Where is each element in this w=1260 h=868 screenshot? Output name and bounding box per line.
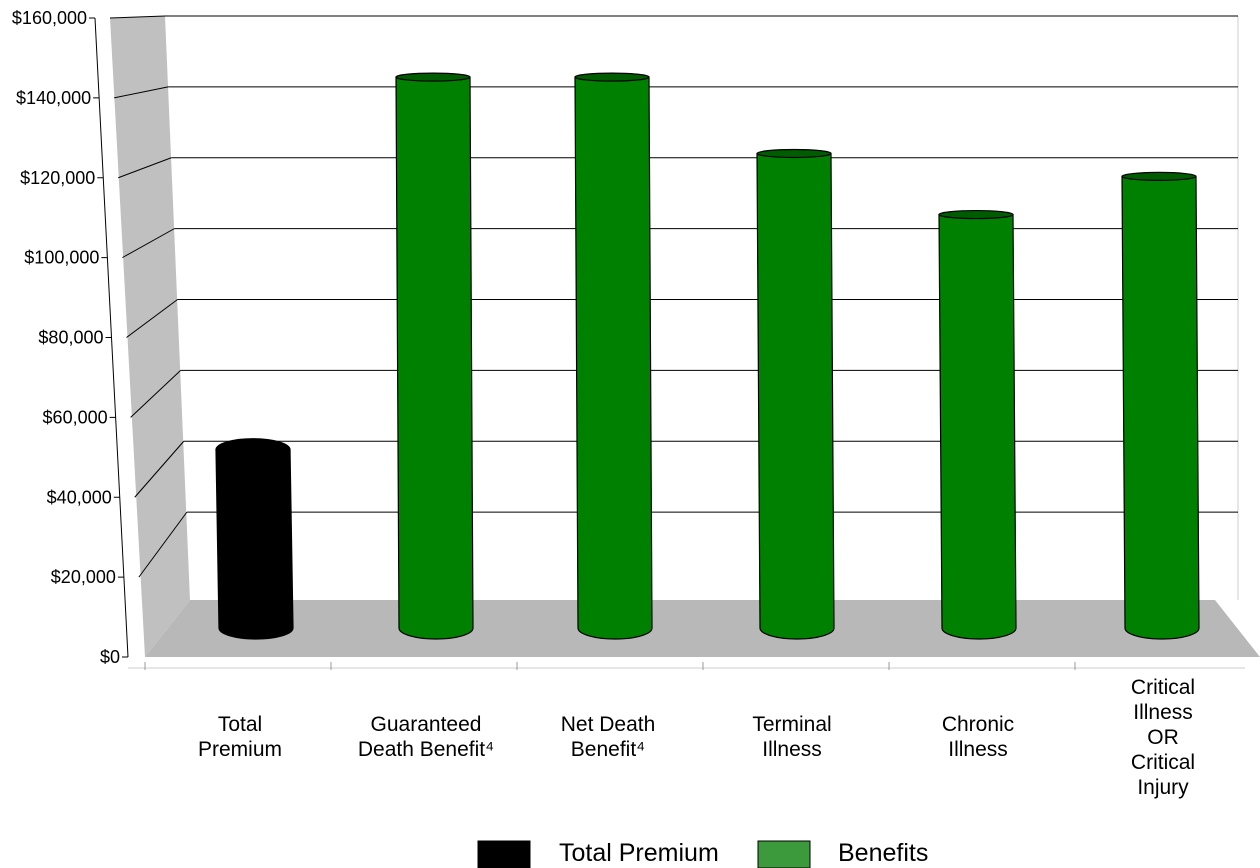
bar-body — [756, 152, 835, 640]
x-tick-label: Guaranteed Death Benefit⁴ — [358, 713, 494, 761]
x-tick-label-line: Critical — [1131, 676, 1195, 699]
floor — [145, 600, 1260, 657]
x-tick-label: Total Premium — [198, 713, 282, 761]
x-tick-label-line: Illness — [762, 738, 822, 761]
x-tick-label-line: Net Death — [561, 713, 656, 736]
y-tick-label: $100,000 — [24, 248, 99, 268]
legend: Total Premium Benefits — [477, 839, 928, 868]
x-tick-label: Net Death Benefit⁴ — [561, 713, 656, 761]
legend-swatch — [757, 840, 811, 868]
bar-body — [395, 76, 474, 640]
x-axis: Total Premium Guaranteed Death Benefit⁴ Net … — [128, 662, 1245, 799]
bar-top — [938, 209, 1014, 220]
bar — [938, 209, 1017, 640]
legend-swatch — [477, 840, 531, 868]
bar-top — [756, 148, 832, 159]
gridline-diag — [138, 511, 188, 578]
left-wall — [110, 16, 190, 657]
x-tick-label: Chronic Illness — [942, 713, 1014, 761]
x-tick-label-line: Premium — [198, 738, 282, 761]
gridline-diag — [122, 228, 175, 259]
x-tick-label: Critical Illness OR Critical Injury — [1131, 676, 1195, 799]
bar-top — [574, 72, 650, 82]
y-tick-label: $120,000 — [20, 168, 95, 188]
x-tick-label-line: Terminal — [752, 713, 831, 736]
y-tick-label: $80,000 — [38, 328, 103, 348]
bar-body — [574, 76, 653, 640]
x-tick-label-line: Critical — [1131, 751, 1195, 774]
y-tick-label: $20,000 — [51, 567, 116, 587]
x-tick-label-line: Death Benefit⁴ — [358, 738, 494, 761]
legend-label: Total Premium — [559, 839, 719, 867]
x-tick-label-line: Illness — [948, 738, 1008, 761]
x-tick-label-line: Total — [218, 713, 262, 736]
x-tick-label-line: OR — [1147, 726, 1179, 749]
bar-body — [215, 449, 294, 640]
bar — [395, 72, 474, 640]
y-tick-label: $0 — [100, 647, 120, 667]
bar — [574, 72, 653, 640]
gridline-diag — [118, 157, 172, 179]
y-tick-label: $60,000 — [43, 407, 108, 427]
x-tick-label-line: Benefit⁴ — [571, 738, 645, 761]
gridline-diag — [114, 86, 169, 99]
gridline-diag — [134, 440, 185, 498]
bar-top — [1121, 171, 1197, 181]
gridlines — [109, 15, 1238, 578]
gridline-diag — [130, 370, 181, 418]
x-tick-label-line: Guaranteed — [371, 713, 482, 736]
y-tick-label: $40,000 — [47, 487, 112, 507]
y-axis: $0 $20,000 $40,000 $60,000 $80,000 $100,000 $1… — [12, 8, 129, 667]
bars — [215, 72, 1200, 640]
x-tick-label-line: Illness — [1133, 701, 1193, 724]
y-tick-label: $140,000 — [16, 88, 91, 108]
gridline-diag — [109, 15, 166, 19]
bar-body — [938, 213, 1017, 640]
x-tick-label: Terminal Illness — [752, 713, 831, 761]
legend-label: Benefits — [838, 839, 928, 867]
bar — [1121, 171, 1200, 640]
bar-body — [1121, 175, 1200, 640]
x-tick-label-line: Injury — [1137, 776, 1189, 799]
bar — [756, 148, 835, 640]
bar-top — [395, 72, 471, 82]
bar — [215, 438, 294, 640]
x-tick-label-line: Chronic — [942, 713, 1014, 736]
gridline-diag — [126, 299, 178, 338]
y-tick-label: $160,000 — [12, 8, 87, 28]
bar-top — [215, 438, 291, 462]
